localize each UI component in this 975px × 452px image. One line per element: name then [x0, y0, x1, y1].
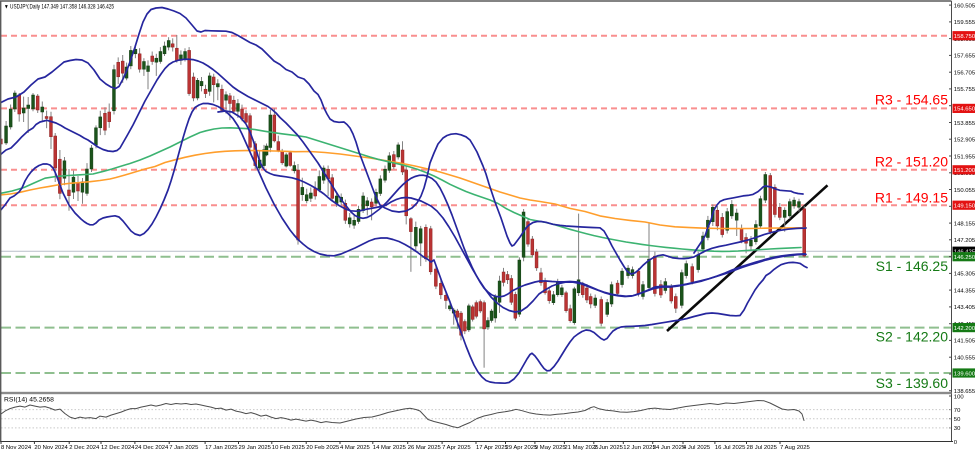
- svg-text:144.355: 144.355: [954, 288, 975, 294]
- svg-text:2 Jun 2025: 2 Jun 2025: [594, 445, 624, 451]
- svg-text:146.250: 146.250: [954, 255, 975, 261]
- svg-text:152.905: 152.905: [954, 138, 975, 144]
- svg-text:158.750: 158.750: [954, 34, 975, 40]
- svg-text:2 Dec 2024: 2 Dec 2024: [69, 445, 100, 451]
- svg-text:20 Nov 2024: 20 Nov 2024: [34, 445, 68, 451]
- svg-text:10 Feb 2025: 10 Feb 2025: [272, 445, 306, 451]
- svg-text:156.705: 156.705: [954, 71, 975, 77]
- svg-text:24 Dec 2024: 24 Dec 2024: [135, 445, 169, 451]
- svg-text:159.555: 159.555: [954, 20, 975, 26]
- svg-text:151.955: 151.955: [954, 154, 975, 160]
- svg-text:12 Jun 2025: 12 Jun 2025: [623, 445, 656, 451]
- svg-text:155.755: 155.755: [954, 87, 975, 93]
- svg-text:24 Jun 2025: 24 Jun 2025: [653, 445, 686, 451]
- svg-text:RSI(14) 45.2658: RSI(14) 45.2658: [4, 397, 54, 404]
- svg-text:S2 - 142.20: S2 - 142.20: [876, 329, 949, 345]
- svg-text:7 Jan 2025: 7 Jan 2025: [169, 445, 199, 451]
- svg-text:17 Apr 2025: 17 Apr 2025: [476, 445, 508, 451]
- svg-text:20 Feb 2025: 20 Feb 2025: [306, 445, 340, 451]
- svg-text:21 May 2025: 21 May 2025: [564, 445, 599, 451]
- svg-text:S3 - 139.60: S3 - 139.60: [876, 375, 949, 391]
- svg-text:138.655: 138.655: [954, 389, 975, 395]
- svg-text:12 Dec 2024: 12 Dec 2024: [101, 445, 135, 451]
- svg-text:139.600: 139.600: [954, 371, 975, 377]
- svg-text:4 Jul 2025: 4 Jul 2025: [683, 445, 711, 451]
- svg-text:26 Mar 2025: 26 Mar 2025: [408, 445, 442, 451]
- svg-text:147.205: 147.205: [954, 238, 975, 244]
- svg-text:160.505: 160.505: [954, 3, 975, 9]
- svg-text:0: 0: [954, 440, 958, 446]
- svg-text:29 Apr 2025: 29 Apr 2025: [506, 445, 538, 451]
- svg-text:149.150: 149.150: [954, 204, 975, 210]
- svg-text:S1 - 146.25: S1 - 146.25: [876, 258, 949, 274]
- svg-text:151.200: 151.200: [954, 168, 975, 174]
- svg-text:8 Nov 2024: 8 Nov 2024: [1, 445, 32, 451]
- svg-text:R1 - 149.15: R1 - 149.15: [875, 190, 948, 206]
- svg-text:28 Jul 2025: 28 Jul 2025: [747, 445, 778, 451]
- svg-text:70: 70: [954, 408, 961, 414]
- svg-text:14 Mar 2025: 14 Mar 2025: [373, 445, 407, 451]
- svg-text:▼ USDJPY,Daily 147.349 147.35: ▼ USDJPY,Daily 147.349 147.358 146.328 1…: [4, 5, 115, 11]
- svg-text:142.200: 142.200: [954, 326, 975, 332]
- svg-text:148.155: 148.155: [954, 221, 975, 227]
- svg-text:145.305: 145.305: [954, 272, 975, 278]
- svg-text:9 May 2025: 9 May 2025: [535, 445, 567, 451]
- svg-text:29 Jan 2025: 29 Jan 2025: [239, 445, 272, 451]
- svg-text:4 Mar 2025: 4 Mar 2025: [340, 445, 371, 451]
- svg-text:157.655: 157.655: [954, 54, 975, 60]
- svg-text:7 Apr 2025: 7 Apr 2025: [442, 445, 471, 451]
- svg-text:17 Jan 2025: 17 Jan 2025: [205, 445, 238, 451]
- svg-text:50: 50: [954, 417, 961, 423]
- svg-text:100: 100: [954, 394, 965, 400]
- svg-text:141.505: 141.505: [954, 339, 975, 345]
- svg-text:R2 - 151.20: R2 - 151.20: [875, 154, 948, 170]
- svg-text:16 Jul 2025: 16 Jul 2025: [715, 445, 746, 451]
- svg-text:143.405: 143.405: [954, 305, 975, 311]
- svg-text:153.855: 153.855: [954, 121, 975, 127]
- svg-text:154.650: 154.650: [954, 107, 975, 113]
- svg-text:R3 - 154.65: R3 - 154.65: [875, 92, 948, 108]
- svg-text:140.555: 140.555: [954, 356, 975, 362]
- svg-text:150.055: 150.055: [954, 188, 975, 194]
- svg-text:30: 30: [954, 426, 961, 432]
- svg-text:7 Aug 2025: 7 Aug 2025: [780, 445, 811, 451]
